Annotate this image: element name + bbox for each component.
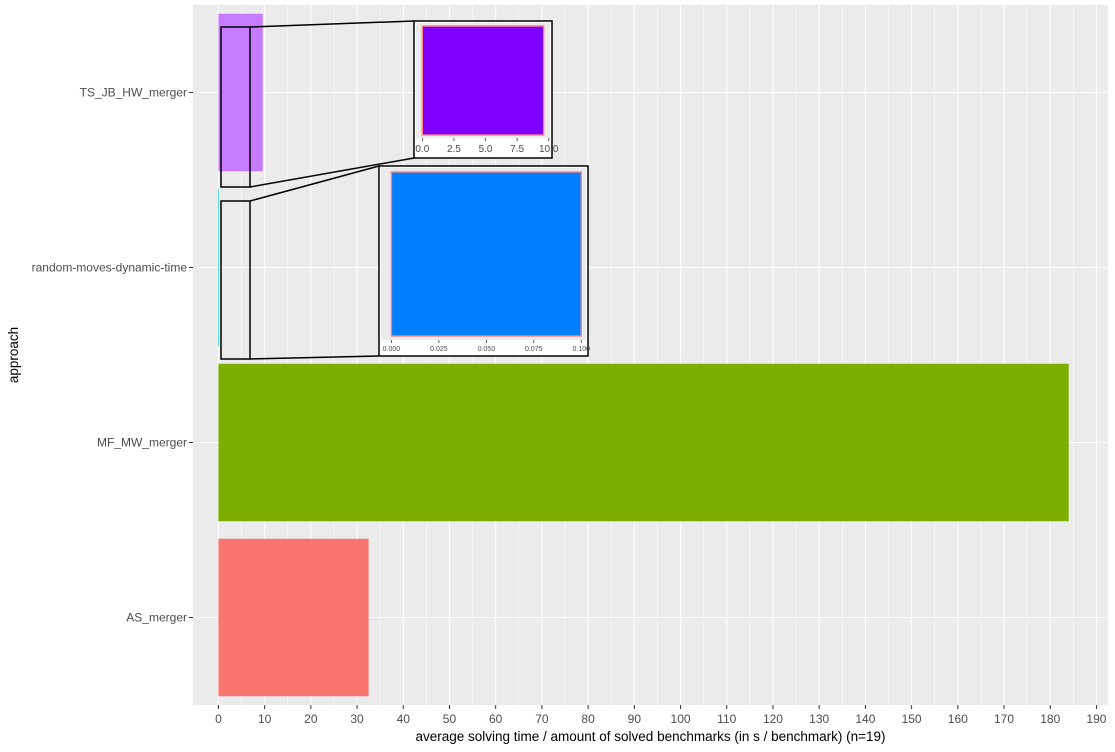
- bar-random-moves-dynamic-time: [218, 188, 220, 347]
- inset-tick-label: 10.0: [539, 144, 559, 155]
- zoom-insets: 0.0 2.5 5.0 7.5 10.0 0.000 0.025 0.050 0.075 0.10…: [220, 20, 590, 360]
- x-tick-label: 150: [902, 712, 922, 726]
- inset-tick-label: 5.0: [479, 144, 493, 155]
- x-tick-label: 30: [350, 712, 364, 726]
- inset-random-moves-dynamic-time: 0.000 0.025 0.050 0.075 0.100: [220, 165, 590, 360]
- bar-AS_merger: [218, 538, 369, 697]
- x-tick-label: 0: [215, 712, 222, 726]
- inset-TS_JB_HW_merger: 0.0 2.5 5.0 7.5 10.0: [220, 20, 559, 188]
- x-tick-label: 70: [535, 712, 549, 726]
- x-axis: 0 10 20 30 40 50 60 70 80 90 100 110 120 130 140 150 160…: [215, 705, 1107, 726]
- x-tick-label: 130: [809, 712, 829, 726]
- zoom-region: [220, 26, 251, 188]
- x-tick-label: 50: [443, 712, 457, 726]
- x-tick-label: 20: [304, 712, 318, 726]
- inset-tick-label: 7.5: [510, 144, 524, 155]
- x-axis-title: average solving time / amount of solved …: [415, 729, 885, 744]
- inset-tick-label: 0.075: [525, 346, 543, 353]
- bar-TS_JB_HW_merger: [218, 13, 263, 172]
- x-tick-label: 180: [1040, 712, 1060, 726]
- inset-tick-label: 0.000: [383, 346, 401, 353]
- x-tick-label: 90: [628, 712, 642, 726]
- x-tick-label: 100: [671, 712, 691, 726]
- inset-tick-label: 0.025: [430, 346, 448, 353]
- x-tick-label: 190: [1086, 712, 1106, 726]
- inset-bar: [421, 25, 545, 136]
- x-tick-label: 170: [994, 712, 1014, 726]
- inset-tick-label: 0.0: [415, 144, 429, 155]
- y-tick-label: TS_JB_HW_merger: [80, 86, 187, 100]
- y-tick-label: AS_merger: [126, 611, 187, 625]
- x-tick-label: 10: [258, 712, 272, 726]
- y-tick-label: random-moves-dynamic-time: [32, 261, 188, 275]
- x-tick-label: 110: [717, 712, 736, 726]
- y-axis: AS_merger MF_MW_merger random-moves-dynami…: [32, 86, 193, 625]
- zoom-region: [220, 200, 251, 360]
- zoom-connector: [249, 165, 380, 202]
- bar-MF_MW_merger: [218, 363, 1069, 522]
- x-tick-label: 160: [948, 712, 968, 726]
- inset-bar: [390, 171, 582, 337]
- x-tick-label: 60: [489, 712, 503, 726]
- zoom-connector: [249, 20, 415, 28]
- zoom-connector: [249, 355, 380, 360]
- inset-tick-label: 2.5: [447, 144, 461, 155]
- x-tick-label: 40: [397, 712, 411, 726]
- y-tick-label: MF_MW_merger: [97, 436, 187, 450]
- x-tick-label: 140: [855, 712, 875, 726]
- x-tick-label: 80: [581, 712, 595, 726]
- inset-tick-label: 0.100: [572, 346, 590, 353]
- y-axis-title: approach: [6, 327, 21, 383]
- bars: [218, 13, 1069, 697]
- inset-tick-label: 0.050: [478, 346, 496, 353]
- zoom-connector: [249, 157, 415, 188]
- x-tick-label: 120: [763, 712, 783, 726]
